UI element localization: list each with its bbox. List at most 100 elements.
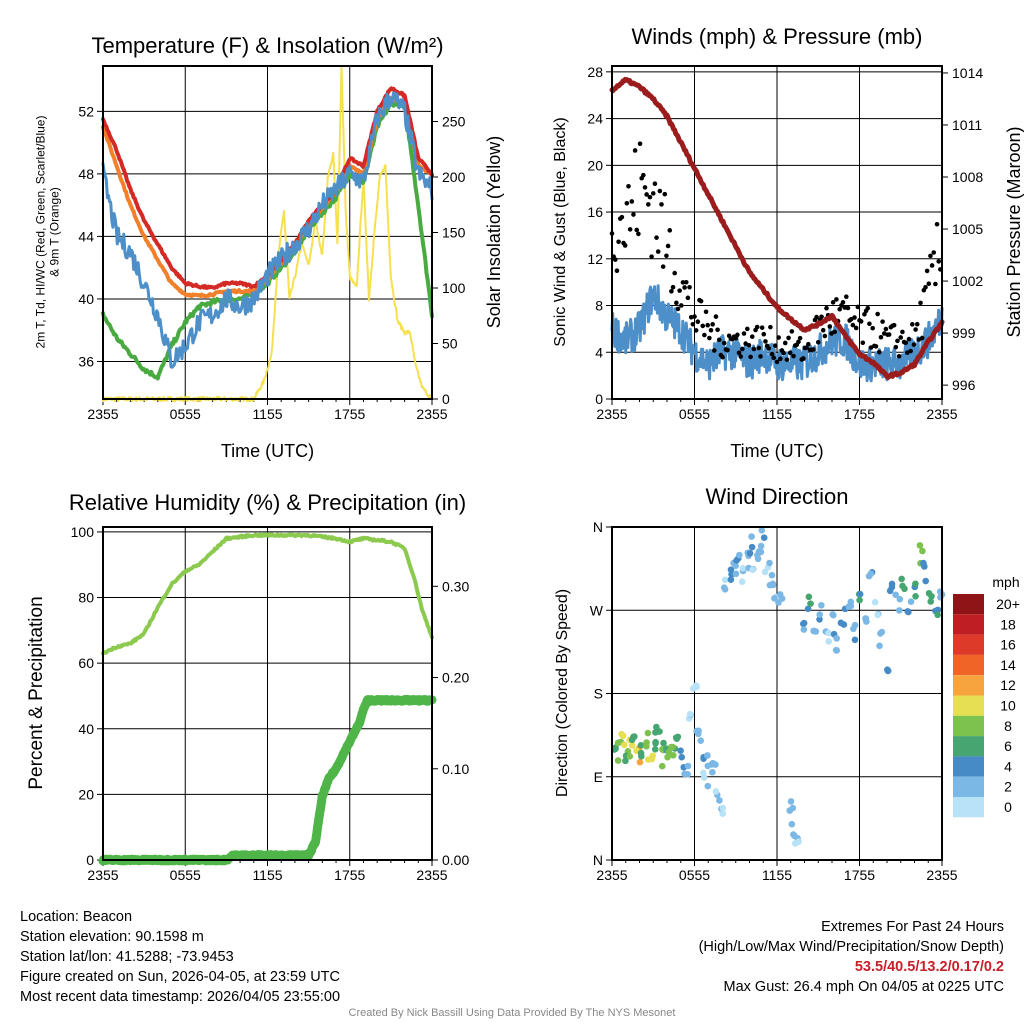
colorbar-swatch: [953, 695, 984, 716]
gust-point: [652, 181, 658, 187]
gust-point: [896, 354, 902, 359]
direction-point: [693, 683, 701, 691]
direction-point: [709, 759, 717, 767]
gust-point: [877, 349, 882, 355]
x-tick-label: 1755: [334, 867, 365, 883]
direction-point: [709, 768, 716, 776]
direction-point: [907, 598, 915, 606]
direction-point: [851, 636, 859, 644]
direction-point: [699, 769, 707, 777]
location-text: Location: Beacon: [20, 909, 133, 925]
plot-frame: [611, 526, 943, 861]
gust-point: [758, 354, 763, 359]
gust-point: [629, 199, 635, 204]
insolation-line: [102, 66, 433, 403]
direction-point: [862, 615, 869, 622]
colorbar-swatch: [953, 715, 984, 737]
direction-point: [652, 739, 659, 747]
gust-point: [710, 322, 715, 327]
gust-point: [683, 279, 689, 285]
direction-point: [899, 582, 906, 590]
direction-point: [686, 710, 694, 718]
gust-point: [680, 280, 686, 285]
direction-point: [904, 608, 911, 615]
gust-point: [650, 191, 656, 196]
direction-point: [856, 596, 863, 604]
direction-point: [684, 771, 691, 778]
gust-point: [778, 356, 783, 362]
y-axis-tick-label: 52: [78, 103, 94, 119]
gust-point: [613, 257, 618, 262]
direction-point: [748, 543, 756, 551]
direction-point: [754, 555, 762, 563]
chart-panel-3: 2355 0555 1155 1755 2355 Wind Direction N E S W N D…: [554, 484, 1020, 883]
y-axis-tick-label: 20: [78, 786, 94, 802]
direction-point: [746, 549, 754, 557]
y-axis-tick-label: 80: [78, 590, 94, 606]
extremes-title: Extremes For Past 24 Hours: [821, 919, 1004, 935]
x-axis-label: Time (UTC): [221, 441, 314, 461]
gust-point: [644, 192, 649, 197]
gust-point: [716, 337, 722, 343]
x-tick-label: 0555: [170, 406, 201, 422]
chart-panel-1: 2355 0555 1155 1755 2355 Winds (mph) & Pressu…: [552, 24, 1024, 461]
x-tick-label: 1755: [844, 406, 875, 422]
direction-point: [912, 580, 919, 588]
direction-point: [804, 605, 812, 613]
chart-title: Winds (mph) & Pressure (mb): [632, 24, 923, 49]
gust-point: [931, 250, 937, 255]
gust-point: [705, 322, 710, 328]
gust-point: [830, 300, 836, 305]
direction-point: [816, 616, 823, 623]
gust-point: [646, 202, 651, 207]
x-tick-label: 1155: [762, 406, 792, 422]
direction-point: [888, 580, 896, 588]
y-axis-tick-label: 0: [595, 391, 603, 407]
gust-point: [672, 270, 677, 276]
gust-point: [855, 304, 861, 310]
y-axis-tick-label: N: [593, 852, 603, 868]
wind-speed-line: [610, 284, 944, 383]
direction-point: [638, 752, 645, 760]
direction-point: [712, 788, 720, 795]
gust-point: [708, 327, 714, 333]
y2-axis-label: Station Pressure (Maroon): [1004, 126, 1024, 337]
colorbar-swatch: [953, 594, 984, 615]
elevation-text: Station elevation: 90.1598 m: [20, 929, 204, 945]
gust-point: [824, 305, 829, 311]
gust-point: [692, 314, 697, 319]
gust-point: [712, 348, 717, 353]
gust-point: [886, 332, 892, 337]
gust-point: [624, 201, 630, 206]
direction-point: [830, 611, 837, 619]
gust-point: [853, 325, 859, 331]
y2-axis-tick-label: 0.20: [442, 670, 469, 686]
x-tick-label: 2355: [416, 867, 447, 883]
gust-point: [867, 321, 872, 327]
gust-point: [880, 319, 885, 324]
direction-point: [850, 625, 857, 633]
y2-axis-tick-label: 0.10: [442, 761, 469, 777]
gust-point: [631, 212, 636, 217]
direction-point: [934, 611, 941, 619]
gust-point: [616, 239, 621, 245]
y-axis-tick-label: 100: [71, 524, 95, 540]
y2-axis-label: Solar Insolation (Yellow): [484, 136, 504, 328]
gust-point: [713, 314, 719, 319]
gust-point: [822, 333, 828, 339]
direction-point: [884, 666, 891, 673]
y-axis-tick-label: 16: [587, 204, 603, 220]
direction-point: [874, 611, 881, 619]
gust-point: [832, 329, 838, 335]
direction-point: [672, 734, 680, 741]
direction-point: [761, 568, 769, 576]
gust-point: [738, 354, 743, 359]
direction-point: [748, 533, 755, 540]
gust-point: [740, 346, 745, 352]
direction-point: [919, 547, 926, 555]
gust-point: [908, 348, 913, 354]
gust-point: [664, 253, 669, 259]
gust-point: [827, 324, 833, 329]
